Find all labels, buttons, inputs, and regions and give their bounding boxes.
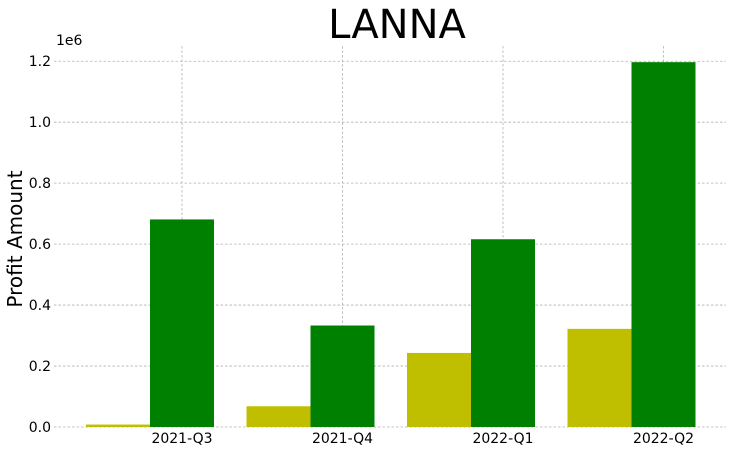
y-tick-labels: 0.0 0.2 0.4 0.6 0.8 1.0 1.2 [29, 54, 51, 436]
x-tick-label: 2022-Q1 [472, 431, 533, 447]
y-tick-label: 0.0 [29, 420, 51, 436]
bars-group [86, 62, 696, 428]
bar-series-2-2022-Q1 [471, 239, 535, 427]
y-tick-label: 0.6 [29, 237, 51, 253]
y-tick-label: 1.2 [29, 54, 51, 70]
x-tick-label: 2021-Q4 [312, 431, 373, 447]
chart-title: LANNA [328, 2, 466, 48]
y-axis-multiplier: 1e6 [56, 33, 83, 49]
x-tick-label: 2021-Q3 [151, 431, 212, 447]
y-tick-label: 0.8 [29, 176, 51, 192]
y-axis-label: Profit Amount [3, 170, 27, 307]
bar-series-1-2022-Q2 [567, 328, 632, 427]
x-tick-label: 2022-Q2 [633, 431, 694, 447]
y-tick-label: 1.0 [29, 115, 51, 131]
bar-series-2-2021-Q4 [310, 325, 375, 427]
x-tick-labels: 2021-Q3 2021-Q4 2022-Q1 2022-Q2 [151, 431, 694, 447]
bar-series-1-2022-Q1 [407, 352, 471, 427]
bar-series-2-2022-Q2 [631, 62, 696, 428]
y-tick-label: 0.2 [29, 359, 51, 375]
y-tick-label: 0.4 [29, 298, 51, 314]
bar-series-1-2021-Q3 [86, 424, 150, 427]
bar-series-1-2021-Q4 [246, 406, 311, 427]
bar-series-2-2021-Q3 [150, 219, 214, 427]
